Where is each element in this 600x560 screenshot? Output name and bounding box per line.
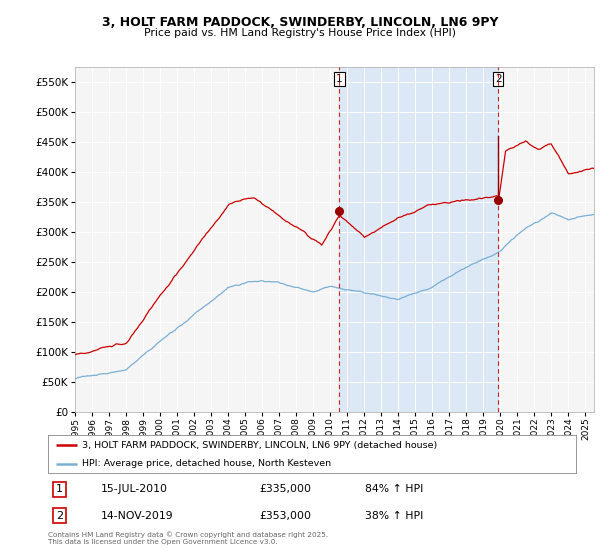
Text: 3, HOLT FARM PADDOCK, SWINDERBY, LINCOLN, LN6 9PY: 3, HOLT FARM PADDOCK, SWINDERBY, LINCOLN… bbox=[102, 16, 498, 29]
Bar bbox=[340, 67, 498, 412]
Text: HPI: Average price, detached house, North Kesteven: HPI: Average price, detached house, Nort… bbox=[82, 459, 331, 468]
Text: 2: 2 bbox=[495, 74, 502, 84]
Text: £353,000: £353,000 bbox=[259, 511, 311, 521]
Text: 15-JUL-2010: 15-JUL-2010 bbox=[101, 484, 168, 494]
Text: 84% ↑ HPI: 84% ↑ HPI bbox=[365, 484, 423, 494]
Text: Price paid vs. HM Land Registry's House Price Index (HPI): Price paid vs. HM Land Registry's House … bbox=[144, 28, 456, 38]
Text: 1: 1 bbox=[56, 484, 63, 494]
Text: 1: 1 bbox=[336, 74, 343, 84]
Text: £335,000: £335,000 bbox=[259, 484, 311, 494]
Text: 38% ↑ HPI: 38% ↑ HPI bbox=[365, 511, 423, 521]
Text: 3, HOLT FARM PADDOCK, SWINDERBY, LINCOLN, LN6 9PY (detached house): 3, HOLT FARM PADDOCK, SWINDERBY, LINCOLN… bbox=[82, 441, 437, 450]
Text: 2: 2 bbox=[56, 511, 63, 521]
Text: Contains HM Land Registry data © Crown copyright and database right 2025.
This d: Contains HM Land Registry data © Crown c… bbox=[48, 531, 328, 544]
Text: 14-NOV-2019: 14-NOV-2019 bbox=[101, 511, 173, 521]
